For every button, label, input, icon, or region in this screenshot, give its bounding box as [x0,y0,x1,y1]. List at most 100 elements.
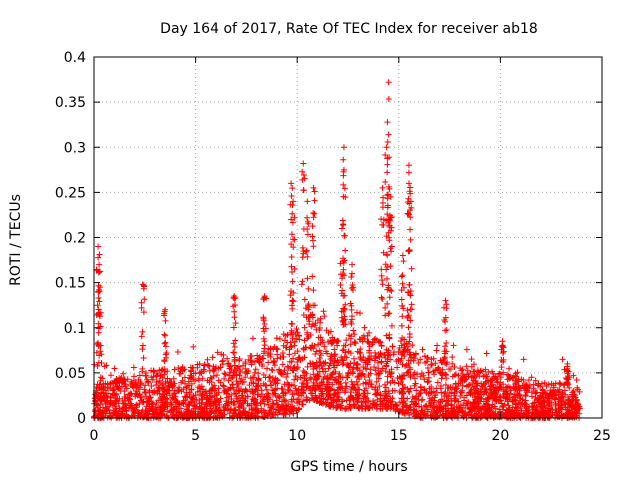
data-point [239,400,246,407]
data-point [175,365,182,372]
data-point [405,195,412,202]
grid-layer [94,57,602,418]
data-point [341,313,348,320]
x-tick-label: 0 [90,428,99,444]
y-axis-label: ROTI / TECUs [8,194,24,286]
data-point [407,374,414,381]
data-point [231,372,238,379]
data-point [407,184,414,191]
data-point [370,401,377,408]
data-point [465,382,472,389]
data-point [288,193,295,200]
data-point [492,373,499,380]
data-point [343,383,350,390]
data-point [281,396,288,403]
data-point [399,313,406,320]
data-point [286,406,293,413]
data-point [291,236,298,243]
data-point [376,383,383,390]
data-point [119,405,126,412]
data-point [307,374,314,381]
data-point [96,268,103,275]
data-point [239,392,246,399]
data-point [267,346,274,353]
data-point [330,362,337,369]
data-point [93,402,100,409]
data-point [212,392,219,399]
data-point [301,375,308,382]
data-point [191,401,198,408]
data-point [396,345,403,352]
data-point [138,333,145,340]
data-point [207,413,214,420]
data-point [251,374,258,381]
data-point [383,392,390,399]
data-point [405,248,412,255]
data-point [434,404,441,411]
data-point [405,162,412,169]
data-point [98,397,105,404]
data-point [130,377,137,384]
data-point [441,304,448,311]
data-point [288,263,295,270]
data-point [309,237,316,244]
data-point [397,357,404,364]
data-point [522,385,529,392]
data-point [142,382,149,389]
data-point [559,356,566,363]
data-point [272,412,279,419]
data-point [400,385,407,392]
data-point [193,396,200,403]
data-point [385,310,392,317]
data-point [387,351,394,358]
data-point [431,371,438,378]
data-point [362,399,369,406]
data-point [374,405,381,412]
data-point [177,405,184,412]
data-point [278,385,285,392]
data-point [324,387,331,394]
data-point [323,327,330,334]
data-point [254,391,261,398]
data-point [538,412,545,419]
data-point [196,410,203,417]
data-point [407,236,414,243]
data-point [161,331,168,338]
data-point [302,249,309,256]
data-point [182,397,189,404]
data-point [388,248,395,255]
data-point [97,284,104,291]
data-point [384,195,391,202]
data-point [204,362,211,369]
y-tick-label: 0.05 [55,366,86,382]
data-point [497,374,504,381]
data-point [404,307,411,314]
data-point [400,372,407,379]
data-point [406,331,413,338]
data-point [378,359,385,366]
data-point [362,357,369,364]
data-point [225,360,232,367]
data-point [236,372,243,379]
data-point [225,387,232,394]
data-point [260,371,267,378]
data-point [402,410,409,417]
data-point [174,349,181,356]
data-point [270,400,277,407]
data-point [513,386,520,393]
data-point [142,389,149,396]
data-point [387,193,394,200]
data-point [110,380,117,387]
data-point [471,368,478,375]
data-point [291,376,298,383]
data-point [231,314,238,321]
data-point [316,355,323,362]
data-point [467,370,474,377]
data-point [275,404,282,411]
data-point [296,336,303,343]
data-point [495,386,502,393]
data-point [224,400,231,407]
data-point [366,377,373,384]
data-point [132,393,139,400]
data-point [214,349,221,356]
